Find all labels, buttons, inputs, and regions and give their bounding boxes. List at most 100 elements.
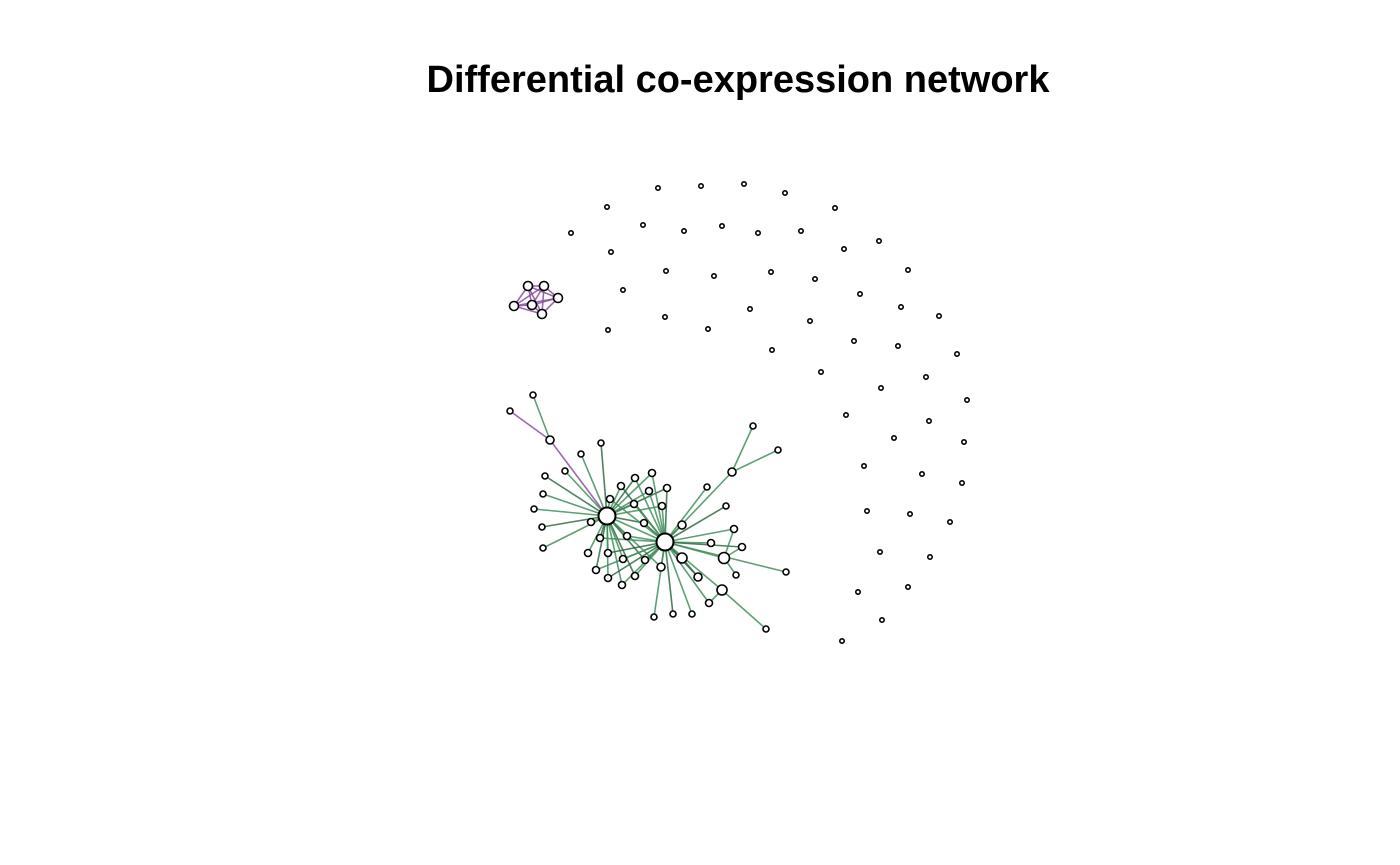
network-edge	[542, 515, 608, 549]
network-node	[729, 524, 739, 534]
isolated-node	[875, 238, 882, 245]
network-node	[539, 490, 547, 498]
network-edge	[607, 541, 666, 579]
network-edge	[607, 541, 666, 554]
network-node	[669, 610, 677, 618]
network-node	[583, 548, 593, 558]
network-edge	[600, 442, 608, 517]
network-node	[677, 520, 687, 530]
network-node	[732, 571, 740, 579]
network-node	[522, 280, 534, 292]
network-node	[657, 501, 667, 511]
isolated-node	[897, 303, 904, 310]
isolated-node	[767, 268, 774, 275]
network-edge	[533, 508, 608, 517]
network-node	[586, 517, 596, 527]
isolated-node	[926, 553, 933, 560]
network-node	[529, 391, 537, 399]
network-node	[644, 486, 654, 496]
network-node	[693, 572, 703, 582]
network-edge	[634, 477, 666, 543]
network-edge	[664, 541, 723, 591]
isolated-node	[890, 434, 897, 441]
network-node	[630, 473, 640, 483]
network-edge	[549, 439, 608, 517]
network-node	[727, 467, 737, 477]
isolated-node	[958, 479, 965, 486]
network-node	[597, 439, 605, 447]
isolated-node	[838, 637, 845, 644]
network-edge	[595, 541, 666, 571]
isolated-node	[904, 583, 911, 590]
isolated-node	[806, 317, 813, 324]
network-node	[629, 499, 639, 509]
network-node	[717, 551, 731, 565]
network-node	[577, 450, 585, 458]
isolated-node	[960, 438, 967, 445]
isolated-node	[877, 384, 884, 391]
network-node	[526, 299, 538, 311]
network-node	[716, 584, 728, 596]
isolated-node	[811, 275, 818, 282]
network-node	[530, 505, 538, 513]
isolated-node	[710, 272, 717, 279]
isolated-node	[894, 342, 901, 349]
isolated-node	[906, 510, 913, 517]
isolated-node	[817, 368, 824, 375]
hub-node	[655, 532, 675, 552]
isolated-node	[854, 588, 861, 595]
network-node	[656, 562, 666, 572]
network-edge	[731, 425, 754, 473]
network-node	[538, 280, 550, 292]
network-node	[662, 483, 672, 493]
isolated-node	[918, 470, 925, 477]
isolated-node	[831, 205, 838, 212]
network-node	[688, 610, 696, 618]
isolated-node	[619, 286, 626, 293]
isolated-node	[740, 181, 747, 188]
isolated-node	[781, 190, 788, 197]
network-node	[749, 422, 757, 430]
network-edge	[564, 470, 608, 517]
isolated-node	[680, 228, 687, 235]
network-edge	[731, 449, 779, 473]
isolated-node	[768, 346, 775, 353]
network-node	[616, 481, 626, 491]
network-node	[722, 502, 730, 510]
network-edge	[664, 486, 708, 543]
isolated-node	[604, 326, 611, 333]
isolated-node	[856, 290, 863, 297]
network-node	[508, 300, 520, 312]
hub-node	[597, 506, 617, 526]
network-node	[630, 571, 640, 581]
network-node	[647, 468, 657, 478]
network-node	[538, 523, 546, 531]
isolated-node	[935, 312, 942, 319]
isolated-node	[842, 411, 849, 418]
network-node	[595, 533, 605, 543]
isolated-node	[850, 337, 857, 344]
isolated-node	[963, 396, 970, 403]
network-edge	[541, 515, 608, 528]
network-edge	[664, 528, 735, 543]
network-node	[545, 435, 555, 445]
network-edge	[664, 471, 733, 543]
network-edge	[664, 505, 727, 543]
isolated-node	[639, 222, 646, 229]
isolated-node	[607, 249, 614, 256]
network-edge	[509, 410, 551, 441]
network-node	[617, 580, 627, 590]
network-node	[561, 467, 569, 475]
network-node	[603, 573, 613, 583]
network-node	[603, 548, 613, 558]
network-edge	[721, 589, 767, 630]
network-node	[762, 625, 770, 633]
network-node	[703, 483, 711, 491]
network-edge	[606, 472, 653, 517]
network-edge	[532, 394, 551, 441]
network-node	[539, 544, 547, 552]
isolated-node	[946, 518, 953, 525]
isolated-node	[860, 462, 867, 469]
isolated-node	[718, 223, 725, 230]
isolated-node	[953, 350, 960, 357]
